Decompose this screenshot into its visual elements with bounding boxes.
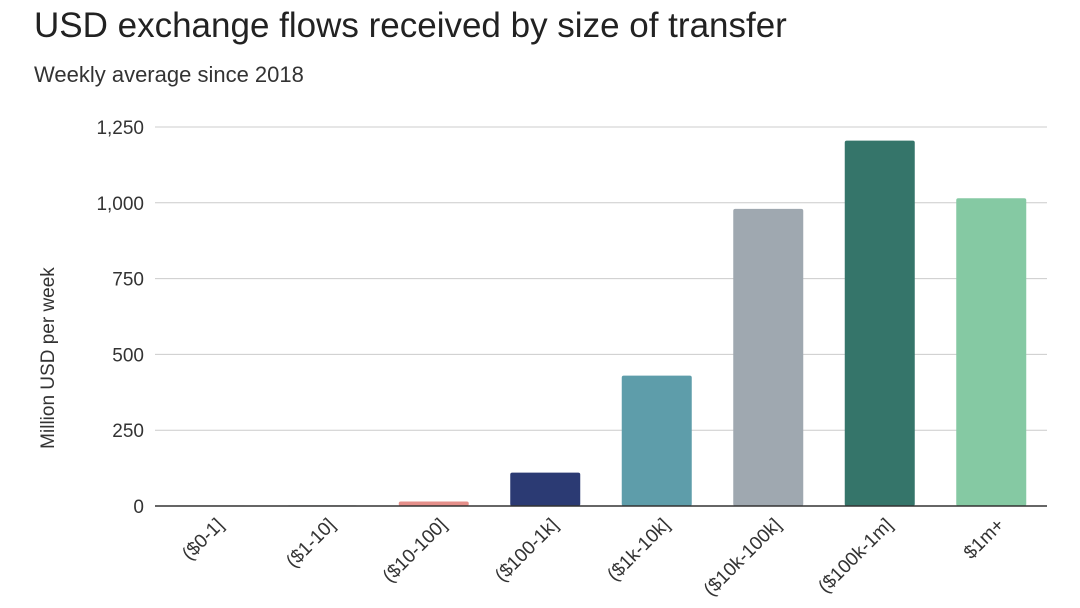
y-tick-label: 1,000 (96, 194, 144, 215)
x-tick-label: ($10k-100k] (700, 515, 786, 601)
x-tick-label: ($1-10] (282, 515, 339, 572)
x-tick-label: ($100-1k] (491, 515, 563, 587)
bars (175, 140, 1027, 507)
bar (956, 198, 1027, 506)
chart-subtitle: Weekly average since 2018 (34, 62, 304, 87)
x-tick-label: $1m+ (960, 515, 1009, 564)
x-tick-label: ($100k-1m] (814, 515, 897, 598)
bar (844, 140, 915, 507)
bar (398, 501, 469, 506)
y-axis-ticks: 0 250 500 750 1,000 1,250 (96, 118, 144, 518)
bar (621, 375, 692, 506)
chart-title: USD exchange flows received by size of t… (34, 6, 787, 45)
x-tick-label: ($0-1] (178, 515, 228, 565)
bar (733, 208, 804, 506)
y-tick-label: 500 (112, 345, 144, 366)
y-tick-label: 1,250 (96, 118, 144, 139)
y-axis-title: Million USD per week (38, 267, 59, 449)
x-axis-ticks: ($0-1] ($1-10] ($10-100] ($100-1k] ($1k-10k]… (178, 515, 1008, 601)
y-tick-label: 750 (112, 270, 144, 291)
y-tick-label: 0 (133, 497, 144, 518)
y-tick-label: 250 (112, 421, 144, 442)
x-tick-label: ($10-100] (379, 515, 451, 587)
x-tick-label: ($1k-10k] (603, 515, 674, 586)
bar (510, 472, 581, 506)
